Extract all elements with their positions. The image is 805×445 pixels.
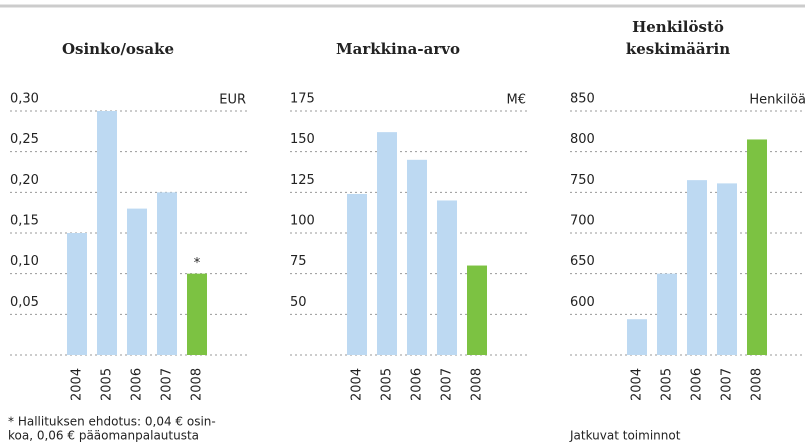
- bar: [97, 111, 117, 355]
- x-tick-label: 2005: [660, 368, 675, 401]
- bar: [627, 319, 647, 355]
- chart-title: Markkina-arvo: [336, 40, 460, 58]
- y-tick-label: 175: [290, 92, 315, 107]
- y-tick-label: 0,15: [10, 214, 39, 229]
- x-tick-label: 2008: [470, 368, 485, 401]
- y-tick-label: 0,10: [10, 254, 39, 269]
- footnote: Jatkuvat toiminnot: [569, 429, 681, 443]
- footnote: * Hallituksen ehdotus: 0,04 € osin-: [8, 415, 216, 429]
- y-tick-label: 750: [570, 173, 595, 188]
- bar: [67, 233, 87, 355]
- bar: [407, 159, 427, 355]
- bar: [127, 208, 147, 355]
- chart-title: Osinko/osake: [62, 40, 174, 58]
- y-tick-label: 0,05: [10, 295, 39, 310]
- y-tick-label: 150: [290, 132, 315, 147]
- y-tick-label: 50: [290, 295, 307, 310]
- y-tick-label: 700: [570, 214, 595, 229]
- unit-label: Henkilöä: [749, 93, 805, 108]
- chart-title: Henkilöstö: [632, 18, 724, 36]
- y-tick-label: 800: [570, 132, 595, 147]
- y-tick-label: 850: [570, 92, 595, 107]
- x-tick-label: 2006: [690, 368, 705, 401]
- y-tick-label: 100: [290, 214, 315, 229]
- bar: [347, 193, 367, 355]
- x-tick-label: 2007: [440, 368, 455, 401]
- y-tick-label: 0,20: [10, 173, 39, 188]
- x-tick-label: 2005: [380, 368, 395, 401]
- bar: [157, 192, 177, 355]
- footnote: koa, 0,06 € pääomanpalautusta: [8, 429, 199, 443]
- x-tick-label: 2008: [750, 368, 765, 401]
- y-tick-label: 75: [290, 254, 307, 269]
- x-tick-label: 2004: [70, 368, 85, 401]
- x-tick-label: 2006: [130, 368, 145, 401]
- bar: [717, 183, 737, 355]
- x-tick-label: 2006: [410, 368, 425, 401]
- y-tick-label: 650: [570, 254, 595, 269]
- y-tick-label: 0,25: [10, 132, 39, 147]
- x-tick-label: 2007: [720, 368, 735, 401]
- y-tick-label: 125: [290, 173, 315, 188]
- x-tick-label: 2008: [190, 368, 205, 401]
- bar: [747, 139, 767, 355]
- x-tick-label: 2004: [350, 368, 365, 401]
- y-tick-label: 0,30: [10, 92, 39, 107]
- bar: [687, 180, 707, 355]
- chart-title: keskimäärin: [626, 40, 730, 58]
- unit-label: EUR: [219, 93, 246, 108]
- y-tick-label: 600: [570, 295, 595, 310]
- bar: [657, 273, 677, 355]
- unit-label: M€: [507, 93, 527, 108]
- bar: [377, 132, 397, 355]
- bar: [187, 273, 207, 355]
- annotation: *: [194, 256, 201, 271]
- x-tick-label: 2007: [160, 368, 175, 401]
- bar: [437, 200, 457, 355]
- bar: [467, 265, 487, 355]
- x-tick-label: 2005: [100, 368, 115, 401]
- x-tick-label: 2004: [630, 368, 645, 401]
